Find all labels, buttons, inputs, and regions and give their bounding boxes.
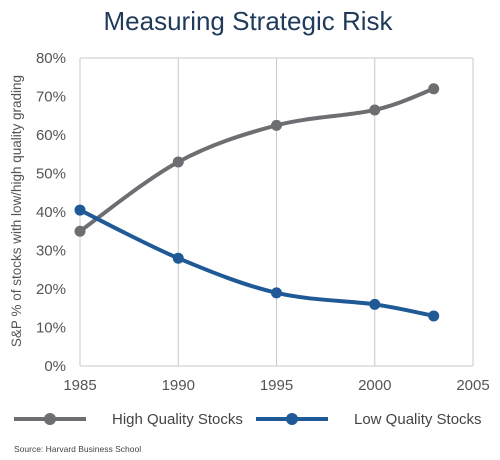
data-point xyxy=(428,83,440,95)
legend-swatch-marker xyxy=(44,413,56,425)
y-tick-label: 70% xyxy=(36,89,66,106)
legend-swatch-marker xyxy=(286,413,298,425)
series-group xyxy=(74,83,440,322)
gridlines xyxy=(79,57,474,367)
chart-title: Measuring Strategic Risk xyxy=(104,6,394,36)
data-point xyxy=(74,225,86,237)
y-tick-label: 40% xyxy=(36,204,66,221)
data-point xyxy=(271,287,282,299)
data-point xyxy=(74,204,86,216)
series-line xyxy=(78,208,436,318)
data-point xyxy=(369,104,381,116)
y-tick-label: 30% xyxy=(36,243,66,260)
data-point xyxy=(172,252,184,264)
data-point xyxy=(369,298,381,310)
y-axis-label: S&P % of stocks with low/high quality gr… xyxy=(9,75,24,347)
x-tick-label: 1995 xyxy=(260,377,293,394)
source-note: Source: Harvard Business School xyxy=(14,444,141,454)
x-tick-label: 1985 xyxy=(63,377,96,394)
y-tick-label: 10% xyxy=(36,320,66,337)
data-point xyxy=(172,156,184,168)
y-axis-ticks: 0% 10% 20% 30% 40% 50% 60% 70% 80% xyxy=(36,50,66,375)
legend-label: High Quality Stocks xyxy=(112,411,243,428)
y-tick-label: 0% xyxy=(44,358,66,375)
y-tick-label: 20% xyxy=(36,281,66,298)
y-tick-label: 50% xyxy=(36,166,66,183)
data-point xyxy=(271,119,282,131)
y-tick-label: 60% xyxy=(36,127,66,144)
x-axis-ticks: 1985 1990 1995 2000 2005 xyxy=(63,377,489,394)
series-line xyxy=(78,86,436,234)
legend: High Quality Stocks Low Quality Stocks xyxy=(14,411,482,428)
x-tick-label: 2005 xyxy=(456,377,489,394)
legend-label: Low Quality Stocks xyxy=(354,411,482,428)
x-tick-label: 2000 xyxy=(358,377,391,394)
x-tick-label: 1990 xyxy=(162,377,195,394)
data-point xyxy=(428,310,440,322)
y-tick-label: 80% xyxy=(36,50,66,67)
